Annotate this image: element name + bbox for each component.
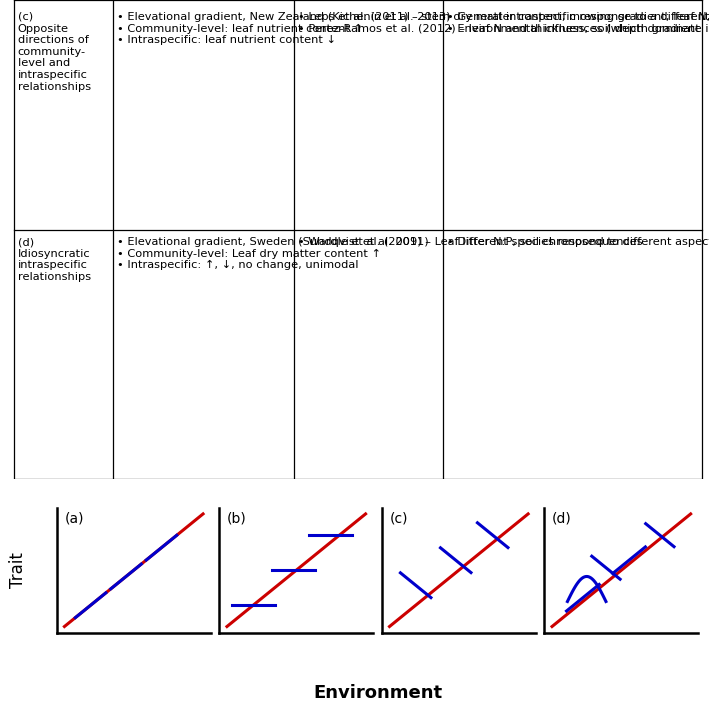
Text: (b): (b) [227,511,247,526]
Text: • General intraspecific response to a different aspect of the gradient than the : • General intraspecific response to a di… [447,12,709,34]
Text: • Leps et al. (2011) – stem dry matter content, mowing gradient; leaf N, fertili: • Leps et al. (2011) – stem dry matter c… [298,12,709,34]
Text: • Elevational gradient, Sweden (Sundqvist et al. 2011)
• Community-level: Leaf d: • Elevational gradient, Sweden (Sundqvis… [117,237,429,270]
Text: • Different species respond to different aspects of the gradient: • Different species respond to different… [447,237,709,247]
Text: • Elevational gradient, New Zealand (Kichenin et al. 2013)
• Community-level: le: • Elevational gradient, New Zealand (Kic… [117,12,450,45]
Text: Trait: Trait [9,552,27,588]
Text: (d)
Idiosyncratic
intraspecific
relationships: (d) Idiosyncratic intraspecific relation… [18,237,91,282]
Text: • Wardle et al. (2009) – Leaf litter N:P, soil chronosequences: • Wardle et al. (2009) – Leaf litter N:P… [298,237,642,247]
Text: (c)
Opposite
directions of
community-
level and
intraspecific
relationships: (c) Opposite directions of community- le… [18,12,91,92]
Text: (d): (d) [552,511,571,526]
Text: (c): (c) [389,511,408,526]
Text: (a): (a) [65,511,84,526]
Text: Environment: Environment [313,684,442,702]
